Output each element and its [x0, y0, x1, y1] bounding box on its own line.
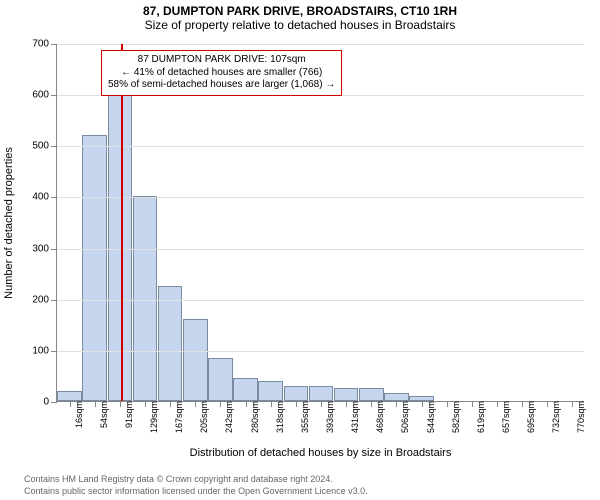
callout-line: 87 DUMPTON PARK DRIVE: 107sqm: [108, 54, 335, 67]
x-tick-label: 582sqm: [443, 401, 461, 433]
bar: [82, 135, 107, 401]
callout-line: 58% of semi-detached houses are larger (…: [108, 79, 335, 92]
bar: [57, 391, 82, 401]
x-tick-label: 657sqm: [493, 401, 511, 433]
x-tick-label: 167sqm: [166, 401, 184, 433]
y-tick-label: 0: [43, 397, 57, 408]
y-tick-label: 400: [32, 192, 57, 203]
x-tick-label: 280sqm: [242, 401, 260, 433]
gridline: [57, 44, 584, 45]
page-subtitle: Size of property relative to detached ho…: [0, 18, 600, 32]
y-tick-label: 300: [32, 243, 57, 254]
x-tick-label: 242sqm: [216, 401, 234, 433]
bar: [183, 319, 208, 401]
x-tick-label: 355sqm: [292, 401, 310, 433]
y-tick-label: 700: [32, 39, 57, 50]
gridline: [57, 351, 584, 352]
bar: [334, 388, 359, 401]
y-axis-label: Number of detached properties: [3, 147, 15, 299]
bar: [309, 386, 334, 401]
bars-container: [57, 44, 584, 401]
bar: [208, 358, 233, 401]
x-axis-label: Distribution of detached houses by size …: [57, 447, 584, 459]
bar: [359, 388, 384, 401]
gridline: [57, 249, 584, 250]
x-tick-label: 431sqm: [342, 401, 360, 433]
x-tick-label: 732sqm: [543, 401, 561, 433]
gridline: [57, 300, 584, 301]
bar: [233, 378, 258, 401]
bar: [108, 74, 133, 401]
x-tick-label: 91sqm: [116, 401, 134, 428]
page-title: 87, DUMPTON PARK DRIVE, BROADSTAIRS, CT1…: [0, 4, 600, 18]
x-tick-label: 205sqm: [191, 401, 209, 433]
x-tick-label: 770sqm: [568, 401, 586, 433]
x-tick-label: 129sqm: [141, 401, 159, 433]
x-tick-label: 16sqm: [66, 401, 84, 428]
footer-copyright: Contains HM Land Registry data © Crown c…: [24, 474, 333, 484]
x-tick-label: 468sqm: [367, 401, 385, 433]
x-tick-label: 506sqm: [392, 401, 410, 433]
property-callout: 87 DUMPTON PARK DRIVE: 107sqm← 41% of de…: [101, 50, 342, 96]
x-tick-label: 544sqm: [418, 401, 436, 433]
bar: [258, 381, 283, 401]
x-tick-label: 54sqm: [91, 401, 109, 428]
x-tick-label: 695sqm: [518, 401, 536, 433]
y-tick-label: 100: [32, 345, 57, 356]
x-tick-label: 619sqm: [468, 401, 486, 433]
footer-licence: Contains public sector information licen…: [24, 486, 368, 496]
property-marker-line: [121, 44, 123, 401]
callout-line: ← 41% of detached houses are smaller (76…: [108, 67, 335, 80]
x-tick-label: 318sqm: [267, 401, 285, 433]
x-tick-label: 393sqm: [317, 401, 335, 433]
histogram-chart: Number of detached properties Distributi…: [56, 44, 584, 402]
bar: [158, 286, 183, 401]
bar: [284, 386, 309, 401]
bar: [384, 393, 409, 401]
gridline: [57, 146, 584, 147]
y-tick-label: 600: [32, 90, 57, 101]
gridline: [57, 197, 584, 198]
y-tick-label: 200: [32, 294, 57, 305]
y-tick-label: 500: [32, 141, 57, 152]
